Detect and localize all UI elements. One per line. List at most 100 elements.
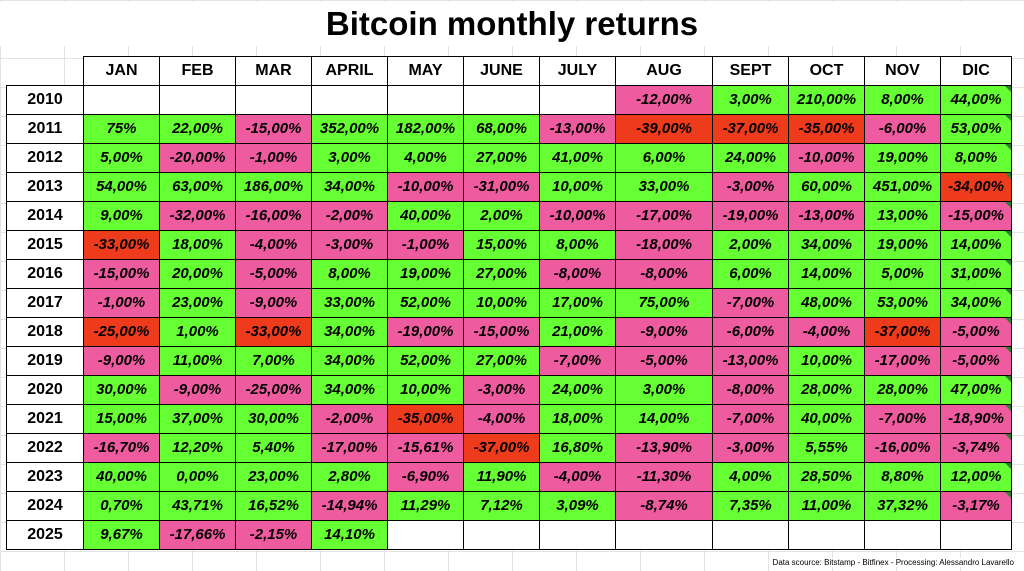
return-cell: 11,90% <box>463 462 540 492</box>
return-cell: 34,00% <box>311 375 388 405</box>
month-header-nov: NOV <box>864 56 941 86</box>
month-header-april: APRIL <box>311 56 388 86</box>
return-cell: 34,00% <box>788 230 865 260</box>
month-header-sept: SEPT <box>712 56 789 86</box>
return-cell: -8,00% <box>615 259 713 289</box>
return-cell: -15,00% <box>463 317 540 347</box>
table-row: 2020 30,00% -9,00% -25,00% 34,00% 10,00% -3,00… <box>6 375 1012 405</box>
return-cell: 3,09% <box>539 491 616 521</box>
return-cell: -6,00% <box>864 114 941 144</box>
return-cell: 2,00% <box>712 230 789 260</box>
return-cell: -34,00% <box>940 172 1012 202</box>
return-cell: 5,00% <box>864 259 941 289</box>
return-cell: 18,00% <box>539 404 616 434</box>
return-cell: 48,00% <box>788 288 865 318</box>
return-cell: 41,00% <box>539 143 616 173</box>
table-row: 2010 -12,00% 3,00% 210,00% 8,00% 44,00% <box>6 85 1012 115</box>
table-row: 2019 -9,00% 11,00% 7,00% 34,00% 52,00% 27,00% -… <box>6 346 1012 376</box>
return-cell <box>864 520 941 550</box>
table-row: 2016 -15,00% 20,00% -5,00% 8,00% 19,00% 27,00%… <box>6 259 1012 289</box>
return-cell: -5,00% <box>235 259 312 289</box>
return-cell: -37,00% <box>712 114 789 144</box>
return-cell: 12,00% <box>940 462 1012 492</box>
return-cell: -16,00% <box>235 201 312 231</box>
return-cell <box>83 85 160 115</box>
return-cell: -3,00% <box>311 230 388 260</box>
return-cell: 68,00% <box>463 114 540 144</box>
return-cell: 10,00% <box>387 375 464 405</box>
data-source-note: Data scource: Bitstamp - Bitfinex - Proc… <box>770 558 1016 567</box>
return-cell: -9,00% <box>615 317 713 347</box>
return-cell <box>463 85 540 115</box>
year-label: 2024 <box>6 491 84 521</box>
return-cell: 182,00% <box>387 114 464 144</box>
return-cell: 0,00% <box>159 462 236 492</box>
return-cell: 40,00% <box>788 404 865 434</box>
return-cell: -4,00% <box>539 462 616 492</box>
return-cell: -3,17% <box>940 491 1012 521</box>
return-cell: 31,00% <box>940 259 1012 289</box>
year-label: 2022 <box>6 433 84 463</box>
year-label: 2019 <box>6 346 84 376</box>
return-cell: 8,00% <box>311 259 388 289</box>
return-cell: 8,00% <box>940 143 1012 173</box>
return-cell: -13,90% <box>615 433 713 463</box>
return-cell: -37,00% <box>463 433 540 463</box>
month-header-july: JULY <box>539 56 616 86</box>
return-cell: -19,00% <box>712 201 789 231</box>
return-cell: -20,00% <box>159 143 236 173</box>
return-cell: -3,74% <box>940 433 1012 463</box>
return-cell: -13,00% <box>712 346 789 376</box>
return-cell: 33,00% <box>311 288 388 318</box>
return-cell: 16,52% <box>235 491 312 521</box>
return-cell: 16,80% <box>539 433 616 463</box>
return-cell: 30,00% <box>83 375 160 405</box>
return-cell <box>235 85 312 115</box>
return-cell: 63,00% <box>159 172 236 202</box>
return-cell: -14,94% <box>311 491 388 521</box>
returns-table: JAN FEB MAR APRIL MAY JUNE JULY AUG SEPT OCT NOV DI… <box>6 56 1012 550</box>
return-cell: 4,00% <box>387 143 464 173</box>
return-cell: -11,30% <box>615 462 713 492</box>
return-cell: 5,00% <box>83 143 160 173</box>
return-cell: -17,00% <box>311 433 388 463</box>
return-cell: -7,00% <box>539 346 616 376</box>
return-cell: -31,00% <box>463 172 540 202</box>
return-cell: -7,00% <box>712 404 789 434</box>
return-cell: -8,00% <box>539 259 616 289</box>
year-label: 2013 <box>6 172 84 202</box>
table-row: 2015 -33,00% 18,00% -4,00% -3,00% -1,00% 15,00… <box>6 230 1012 260</box>
return-cell: -6,90% <box>387 462 464 492</box>
return-cell: 7,35% <box>712 491 789 521</box>
table-row: 2024 0,70% 43,71% 16,52% -14,94% 11,29% 7,12% 3… <box>6 491 1012 521</box>
return-cell <box>788 520 865 550</box>
return-cell: -3,00% <box>463 375 540 405</box>
table-row: 2022 -16,70% 12,20% 5,40% -17,00% -15,61% -37,… <box>6 433 1012 463</box>
table-row: 2021 15,00% 37,00% 30,00% -2,00% -35,00% -4,00… <box>6 404 1012 434</box>
table-row: 2018 -25,00% 1,00% -33,00% 34,00% -19,00% -15,… <box>6 317 1012 347</box>
return-cell: -32,00% <box>159 201 236 231</box>
return-cell: -10,00% <box>788 143 865 173</box>
return-cell: -5,00% <box>615 346 713 376</box>
year-label: 2011 <box>6 114 84 144</box>
return-cell: -7,00% <box>864 404 941 434</box>
return-cell: 6,00% <box>712 259 789 289</box>
return-cell: 28,50% <box>788 462 865 492</box>
return-cell: 12,20% <box>159 433 236 463</box>
year-label: 2012 <box>6 143 84 173</box>
month-header-aug: AUG <box>615 56 713 86</box>
return-cell: 43,71% <box>159 491 236 521</box>
return-cell: -2,00% <box>311 404 388 434</box>
return-cell <box>311 85 388 115</box>
return-cell: -15,61% <box>387 433 464 463</box>
return-cell <box>539 85 616 115</box>
return-cell: -10,00% <box>387 172 464 202</box>
return-cell: 7,00% <box>235 346 312 376</box>
return-cell: 44,00% <box>940 85 1012 115</box>
return-cell: 75% <box>83 114 160 144</box>
table-row: 2012 5,00% -20,00% -1,00% 3,00% 4,00% 27,00% 41… <box>6 143 1012 173</box>
return-cell: 3,00% <box>712 85 789 115</box>
return-cell: 5,40% <box>235 433 312 463</box>
return-cell: -2,15% <box>235 520 312 550</box>
month-header-feb: FEB <box>159 56 236 86</box>
